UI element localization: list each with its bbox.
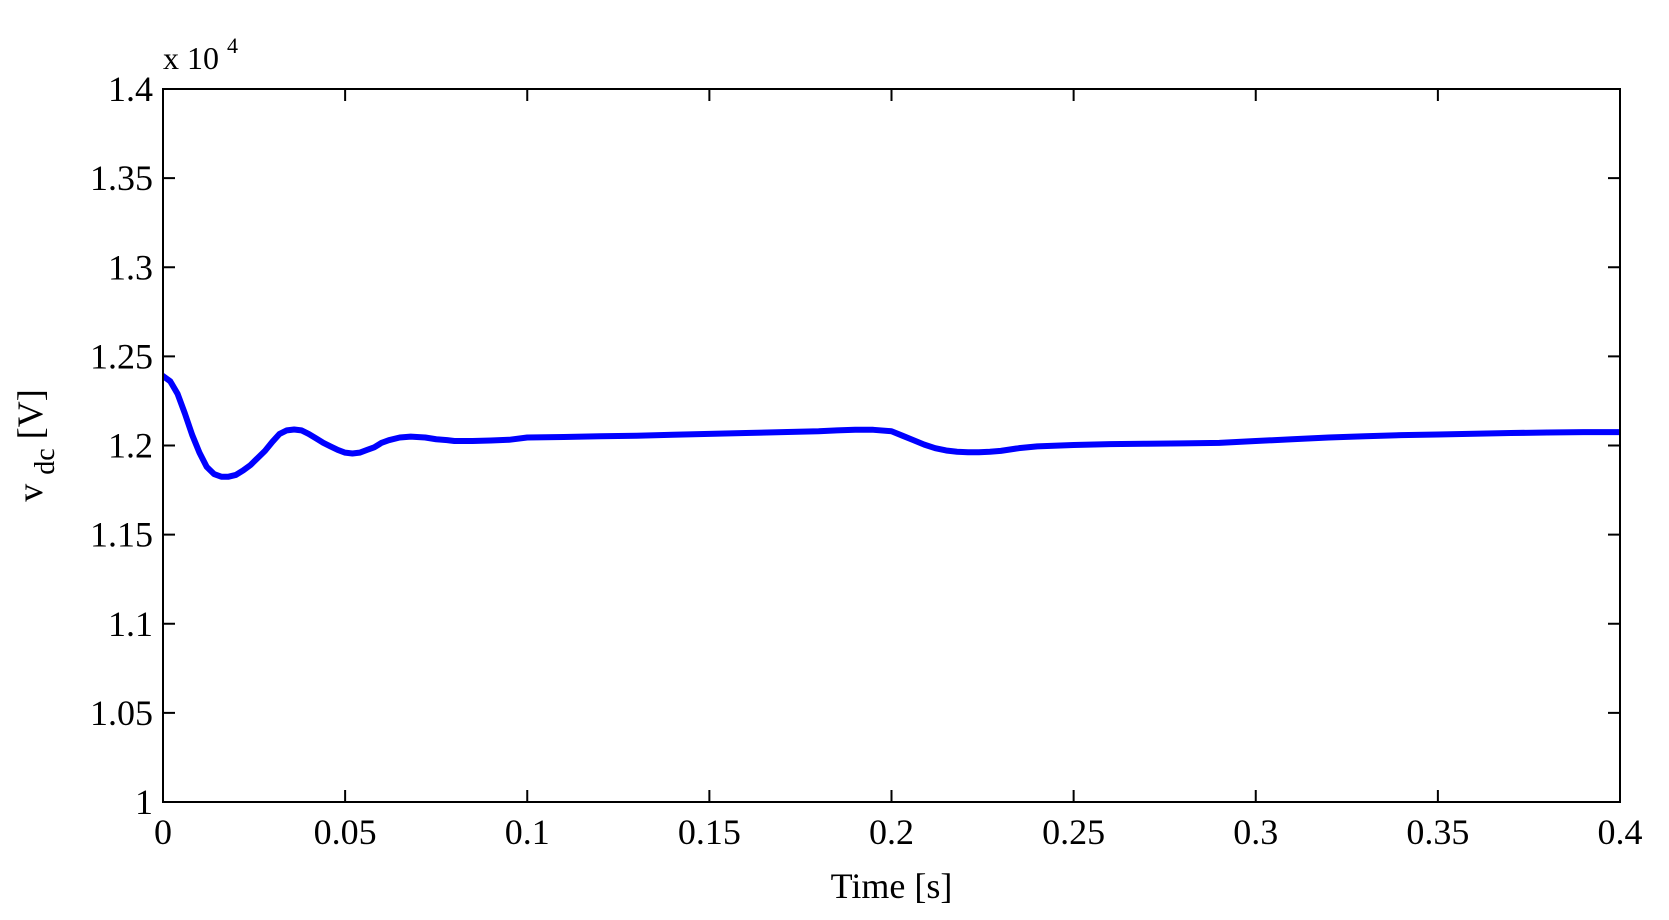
y-axis-label-unit: [V]	[10, 389, 50, 439]
series-line-0	[163, 372, 1620, 480]
x-tick-label: 0.1	[505, 812, 550, 852]
x-tick-label: 0	[154, 812, 172, 852]
x-tick-label: 0.4	[1598, 812, 1643, 852]
y-tick-label: 1.4	[108, 69, 153, 109]
y-axis-label-subscript: dc	[30, 448, 61, 474]
tick-marks	[162, 88, 1621, 803]
y-tick-label: 1.05	[90, 693, 153, 733]
y-axis-label: v dc [V]	[10, 389, 62, 501]
y-tick-label: 1	[135, 782, 153, 822]
series-layer	[163, 372, 1620, 480]
y-tick-label: 1.2	[108, 426, 153, 466]
y-tick-label: 1.3	[108, 247, 153, 287]
x-tick-label: 0.05	[314, 812, 377, 852]
x-axis-label: Time [s]	[831, 866, 953, 906]
x-tick-label: 0.3	[1233, 812, 1278, 852]
y-tick-labels: 1 1.05 1.1 1.15 1.2 1.25 1.3 1.35 1.4	[90, 69, 153, 822]
x-tick-labels: 0 0.05 0.1 0.15 0.2 0.25 0.3 0.35 0.4	[154, 812, 1643, 852]
y-tick-label: 1.1	[108, 604, 153, 644]
x-tick-label: 0.15	[678, 812, 741, 852]
x-tick-label: 0.25	[1042, 812, 1105, 852]
y-tick-label: 1.25	[90, 336, 153, 376]
x-tick-label: 0.2	[869, 812, 914, 852]
y-tick-label: 1.15	[90, 515, 153, 555]
x-tick-label: 0.35	[1406, 812, 1469, 852]
y-axis-multiplier-base: x 10	[163, 40, 219, 76]
y-tick-label: 1.35	[90, 158, 153, 198]
y-axis-label-base: v	[10, 484, 50, 502]
y-axis-multiplier-power: 4	[227, 33, 238, 58]
y-axis-multiplier: x 10 4	[163, 33, 238, 76]
